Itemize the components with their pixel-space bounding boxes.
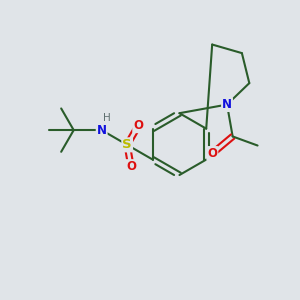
Text: N: N	[97, 124, 107, 136]
Text: H: H	[103, 113, 111, 123]
Text: O: O	[133, 119, 143, 132]
Text: O: O	[126, 160, 136, 173]
Text: O: O	[207, 147, 218, 160]
Text: N: N	[222, 98, 232, 111]
Text: S: S	[122, 138, 132, 151]
